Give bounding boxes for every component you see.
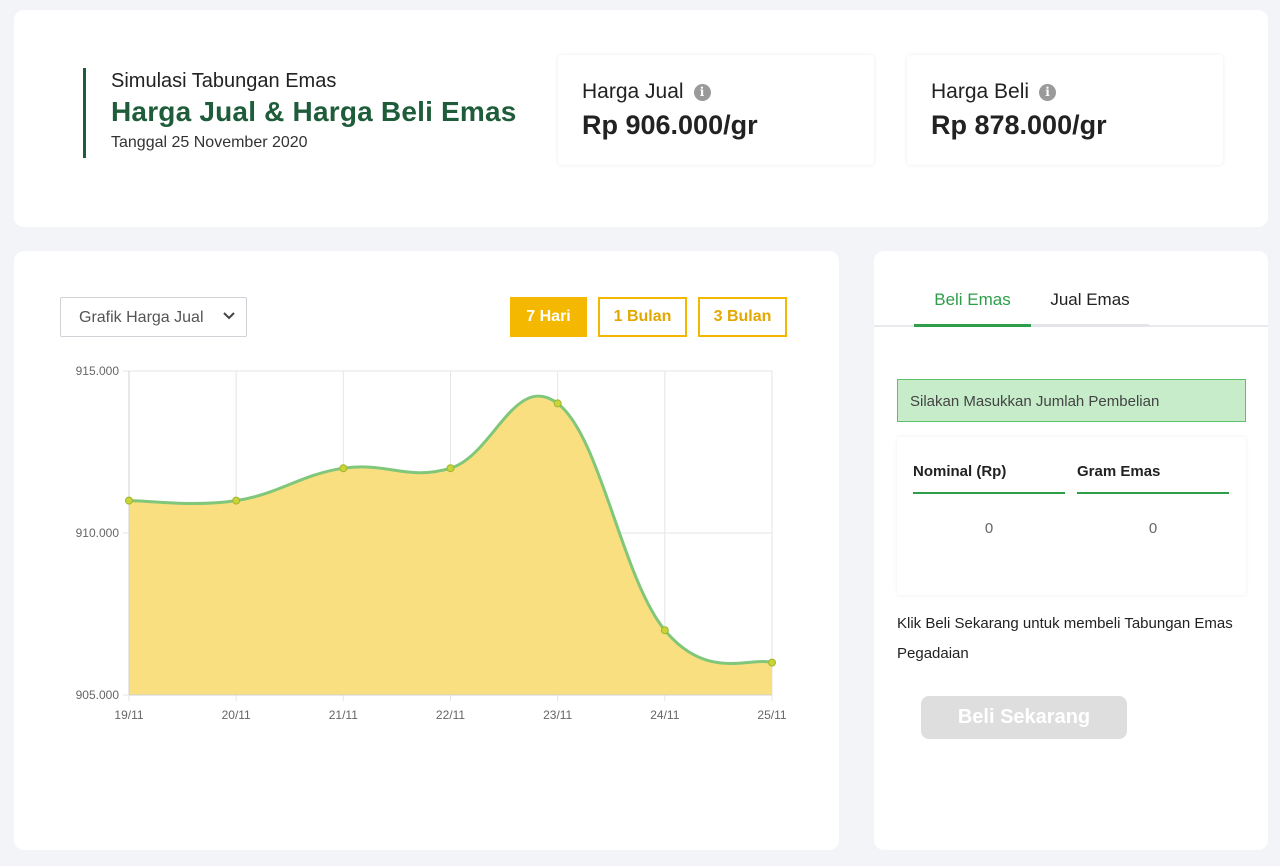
x-tick-label: 21/11 bbox=[329, 708, 358, 722]
price-date: Tanggal 25 November 2020 bbox=[111, 134, 308, 151]
chart-type-select[interactable]: Grafik Harga Jual bbox=[60, 297, 247, 337]
chevron-down-icon bbox=[223, 312, 235, 320]
harga-beli-label: Harga Beli bbox=[931, 80, 1030, 103]
data-point bbox=[768, 658, 776, 667]
range-7-hari-button[interactable]: 7 Hari bbox=[510, 297, 587, 337]
harga-beli-value: Rp 878.000/gr bbox=[931, 110, 1107, 140]
harga-beli-box: Harga Beli i Rp 878.000/gr bbox=[907, 55, 1223, 165]
transaction-card: Beli Emas Jual Emas Silakan Masukkan Jum… bbox=[874, 251, 1268, 850]
data-point bbox=[553, 399, 562, 408]
x-tick-label: 20/11 bbox=[222, 708, 251, 722]
harga-jual-box: Harga Jual i Rp 906.000/gr bbox=[558, 55, 874, 165]
data-point bbox=[125, 496, 133, 505]
x-tick-label: 23/11 bbox=[543, 708, 572, 722]
x-tick-label: 19/11 bbox=[114, 708, 143, 722]
tab-beli-emas[interactable]: Beli Emas bbox=[914, 276, 1031, 327]
x-tick-label: 25/11 bbox=[757, 708, 786, 722]
x-tick-label: 22/11 bbox=[436, 708, 465, 722]
nominal-column: Nominal (Rp) 0 bbox=[913, 463, 1065, 537]
chart-card: Grafik Harga Jual 7 Hari 1 Bulan 3 Bulan… bbox=[14, 251, 839, 850]
y-tick-label: 905.000 bbox=[76, 688, 120, 702]
info-icon[interactable]: i bbox=[693, 83, 711, 101]
page-title: Harga Jual & Harga Beli Emas bbox=[111, 96, 517, 127]
data-point bbox=[232, 496, 241, 505]
range-1-bulan-button[interactable]: 1 Bulan bbox=[598, 297, 687, 337]
gram-label: Gram Emas bbox=[1077, 463, 1229, 494]
transaction-tabs: Beli Emas Jual Emas bbox=[874, 276, 1268, 327]
notice-banner: Silakan Masukkan Jumlah Pembelian bbox=[897, 379, 1246, 422]
series-area bbox=[129, 396, 772, 695]
range-3-bulan-button[interactable]: 3 Bulan bbox=[698, 297, 787, 337]
info-icon[interactable]: i bbox=[1039, 83, 1057, 101]
instruction-text: Klik Beli Sekarang untuk membeli Tabunga… bbox=[897, 615, 1233, 662]
price-header-card: Simulasi Tabungan Emas Harga Jual & Harg… bbox=[14, 10, 1268, 227]
title-block: Simulasi Tabungan Emas Harga Jual & Harg… bbox=[83, 68, 517, 158]
data-point bbox=[446, 464, 455, 473]
nominal-input[interactable]: 0 bbox=[984, 520, 994, 537]
data-point bbox=[339, 464, 348, 473]
y-tick-label: 910.000 bbox=[76, 526, 120, 540]
y-tick-label: 915.000 bbox=[76, 364, 120, 378]
beli-sekarang-button[interactable]: Beli Sekarang bbox=[921, 696, 1127, 739]
x-tick-label: 24/11 bbox=[650, 708, 679, 722]
data-point bbox=[660, 626, 669, 635]
nominal-label: Nominal (Rp) bbox=[913, 463, 1065, 494]
calculator-box: Nominal (Rp) 0 Gram Emas 0 bbox=[897, 437, 1246, 595]
gram-column: Gram Emas 0 bbox=[1077, 463, 1229, 537]
gram-input[interactable]: 0 bbox=[1148, 520, 1158, 537]
chart-type-select-value: Grafik Harga Jual bbox=[79, 309, 204, 326]
price-chart: 915.000 910.000 905.000 19/11 20/11 21/11 22/1… bbox=[76, 364, 787, 722]
harga-jual-label: Harga Jual bbox=[582, 80, 684, 103]
harga-jual-value: Rp 906.000/gr bbox=[582, 110, 758, 140]
page-subtitle: Simulasi Tabungan Emas bbox=[111, 70, 337, 92]
tab-jual-emas[interactable]: Jual Emas bbox=[1031, 276, 1149, 327]
